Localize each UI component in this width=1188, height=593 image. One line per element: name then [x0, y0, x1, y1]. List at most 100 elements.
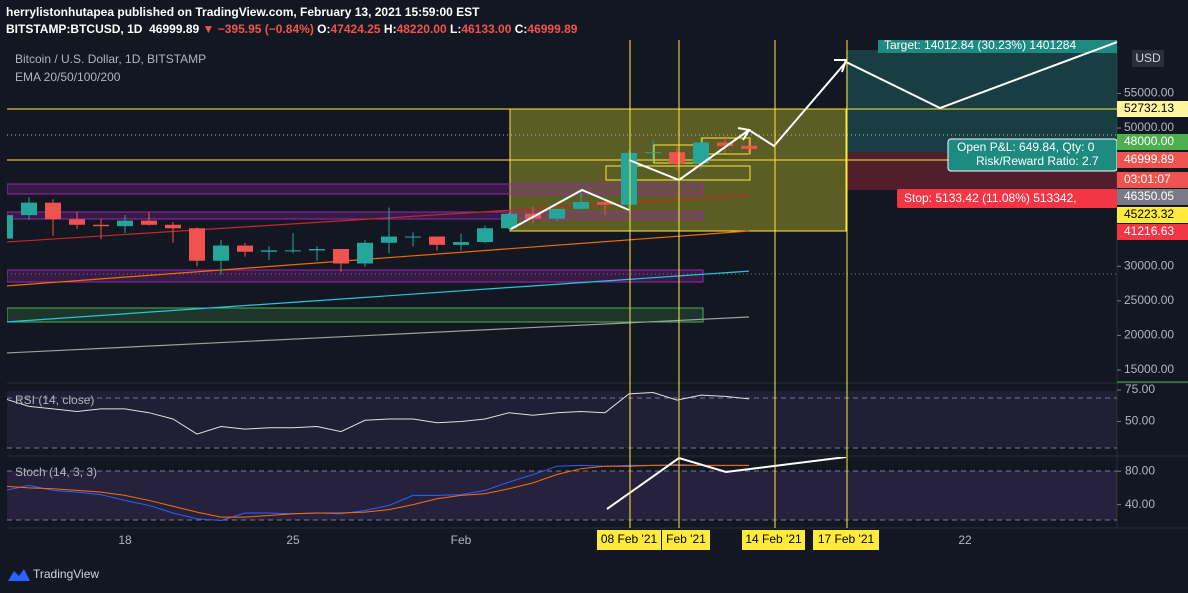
candle-body: [45, 202, 61, 220]
price-label: 45223.32: [1124, 207, 1174, 221]
date-badge-label: Feb '21: [666, 532, 706, 546]
candle-body: [477, 228, 493, 243]
ema-line: [7, 316, 750, 354]
candle-body: [573, 201, 589, 209]
candle-body: [141, 220, 157, 225]
symbol-line: BITSTAMP:BTCUSD, 1D 46999.89 ▼ −395.95 (…: [6, 21, 577, 38]
ohlc-key: H:: [383, 22, 397, 36]
ohlc-value: 46999.89: [527, 22, 578, 36]
ema-line: [7, 270, 750, 323]
price-label: 46350.05: [1124, 189, 1174, 203]
price-label: 46999.89: [1124, 152, 1174, 166]
markers: [629, 40, 848, 528]
candle-body: [333, 248, 349, 264]
candle-body: [549, 208, 565, 219]
date-badge: [597, 530, 661, 550]
price-badge: [1117, 134, 1188, 150]
stoch-line: [7, 464, 749, 521]
footer: TradingView: [33, 567, 99, 581]
candle-body: [429, 236, 445, 245]
candle-body: [453, 242, 469, 245]
candle-body: [117, 220, 133, 227]
zone: [7, 269, 704, 283]
x-tick-label: Feb: [451, 533, 472, 547]
y-tick-label: 15000.00: [1124, 362, 1174, 376]
candle-body: [165, 224, 181, 229]
ohlc-value: 48220.00: [396, 22, 447, 36]
date-badge: [742, 530, 805, 550]
date-badge: [662, 530, 710, 550]
y-tick-label: 55000.00: [1124, 86, 1174, 100]
zone: [7, 211, 704, 220]
candle-body: [621, 152, 637, 205]
date-badge-label: 08 Feb '21: [601, 532, 658, 546]
rsi-band: [7, 391, 1117, 448]
ema-line: [7, 230, 750, 287]
stoch-line: [7, 464, 749, 518]
candle-body: [597, 201, 613, 205]
price-label: 41216.63: [1124, 224, 1174, 238]
candle-body: [69, 219, 85, 225]
x-tick-label: 18: [118, 533, 132, 547]
y-tick-label: 20000.00: [1124, 328, 1174, 342]
pnl-text: Open P&L: 649.84, Qty: 0: [957, 140, 1095, 154]
price-label: 48000.00: [1124, 134, 1174, 148]
target-box: [878, 40, 1117, 53]
y-tick-label: 40.00: [1125, 497, 1155, 511]
candle-body: [381, 236, 397, 243]
y-tick-label: 80.00: [1125, 463, 1155, 477]
currency: USD: [1135, 51, 1161, 65]
rsi-pane: [7, 392, 750, 435]
stop-text: Stop: 5133.42 (11.08%) 513342,: [904, 191, 1077, 205]
candle-body: [213, 245, 229, 261]
main-pane: [7, 135, 757, 354]
symbol: BITSTAMP:BTCUSD, 1D: [6, 22, 143, 36]
risk-reward-text: Risk/Reward Ratio: 2.7: [976, 154, 1099, 168]
candle-body: [7, 215, 13, 239]
stoch-band: [7, 471, 1117, 520]
candle-body: [741, 145, 757, 149]
price-label: 03:01:07: [1124, 172, 1171, 186]
pnl-box: [947, 138, 1117, 172]
candle-body: [357, 242, 373, 264]
price-badge: [1117, 152, 1188, 168]
candle-body: [21, 202, 37, 216]
candle-body: [645, 152, 661, 154]
chart-title: Bitcoin / U.S. Dollar, 1D, BITSTAMP: [15, 52, 206, 66]
price-label: 52732.13: [1124, 101, 1174, 115]
range-box: [509, 108, 847, 232]
logo: [8, 569, 30, 581]
stop-box: [897, 189, 1117, 208]
zone: [7, 307, 704, 323]
candle-body: [237, 245, 253, 252]
stoch-pane: [7, 464, 749, 521]
stoch-drawing: [606, 457, 847, 510]
stoch-title: Stoch (14, 3, 3): [15, 465, 97, 479]
price-badge: [1117, 172, 1188, 188]
candle-body: [405, 236, 421, 238]
change: ▼ −395.95 (−0.84%): [202, 22, 314, 36]
y-tick-label: 50000.00: [1124, 120, 1174, 134]
y-tick-label: 50.00: [1125, 414, 1155, 428]
last-price: 46999.89: [149, 22, 200, 36]
candle-body: [693, 142, 709, 164]
rsi-line: [7, 392, 750, 435]
ohlc-key: C:: [514, 22, 528, 36]
chart-subtitle: EMA 20/50/100/200: [15, 70, 121, 84]
zone: [7, 183, 704, 195]
x-tick-label: 25: [286, 533, 300, 547]
target-zone: [846, 50, 1117, 152]
ohlc-value: 46133.00: [461, 22, 512, 36]
date-badge-label: 14 Feb '21: [745, 532, 802, 546]
price-badge: [1117, 189, 1188, 205]
header: herrylistonhutapea published on TradingV…: [6, 4, 577, 38]
path-drawing: [510, 188, 630, 230]
y-tick-label: 75.00: [1125, 382, 1155, 396]
date-badge: [813, 530, 879, 550]
price-badge: [1117, 101, 1188, 117]
ohlc-key: O:: [317, 22, 331, 36]
candle-body: [309, 248, 325, 251]
ohlc-key: L:: [449, 22, 462, 36]
arrows: Target: 14012.84 (30.23%) 1401284 Open P…: [510, 40, 1117, 230]
